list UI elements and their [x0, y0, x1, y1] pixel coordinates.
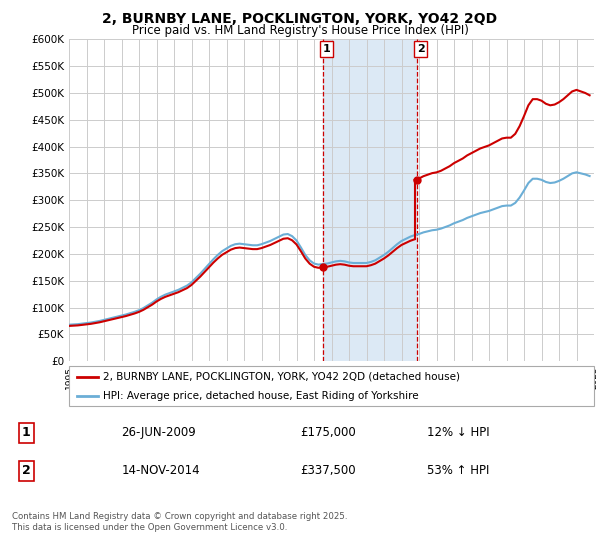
Text: 2: 2: [22, 464, 31, 477]
Text: 14-NOV-2014: 14-NOV-2014: [121, 464, 200, 477]
Text: 1: 1: [22, 426, 31, 439]
FancyBboxPatch shape: [69, 366, 594, 406]
Text: £175,000: £175,000: [300, 426, 356, 439]
Text: 12% ↓ HPI: 12% ↓ HPI: [427, 426, 490, 439]
Text: HPI: Average price, detached house, East Riding of Yorkshire: HPI: Average price, detached house, East…: [103, 391, 419, 401]
Text: Contains HM Land Registry data © Crown copyright and database right 2025.
This d: Contains HM Land Registry data © Crown c…: [12, 512, 347, 532]
Text: 1: 1: [323, 44, 330, 54]
Text: 2, BURNBY LANE, POCKLINGTON, YORK, YO42 2QD: 2, BURNBY LANE, POCKLINGTON, YORK, YO42 …: [103, 12, 497, 26]
Text: 2, BURNBY LANE, POCKLINGTON, YORK, YO42 2QD (detached house): 2, BURNBY LANE, POCKLINGTON, YORK, YO42 …: [103, 372, 460, 382]
Text: 26-JUN-2009: 26-JUN-2009: [121, 426, 196, 439]
Text: 2: 2: [417, 44, 424, 54]
Bar: [323, 39, 417, 361]
Text: 53% ↑ HPI: 53% ↑ HPI: [427, 464, 489, 477]
Text: Price paid vs. HM Land Registry's House Price Index (HPI): Price paid vs. HM Land Registry's House …: [131, 24, 469, 37]
Text: £337,500: £337,500: [300, 464, 356, 477]
